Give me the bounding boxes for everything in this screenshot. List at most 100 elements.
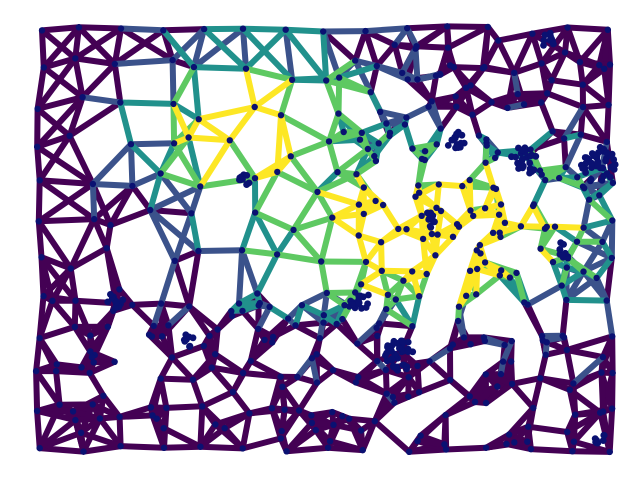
graph-node <box>495 211 503 218</box>
graph-edge <box>405 358 433 381</box>
graph-node <box>599 408 607 415</box>
graph-edge <box>247 357 284 380</box>
graph-node <box>579 103 587 111</box>
graph-node <box>574 174 581 181</box>
graph-node <box>308 412 315 419</box>
graph-edge <box>391 25 411 48</box>
graph-edge <box>292 302 305 329</box>
graph-node <box>112 304 119 312</box>
graph-node <box>384 291 392 298</box>
graph-edge <box>426 358 454 383</box>
graph-node <box>537 245 544 252</box>
graph-node <box>463 292 470 299</box>
graph-node <box>91 215 98 223</box>
graph-node <box>538 171 545 178</box>
graph-node <box>89 401 96 408</box>
graph-edge <box>129 182 154 213</box>
graph-node <box>195 116 202 123</box>
graph-edge <box>334 146 371 176</box>
graph-node <box>561 49 569 56</box>
graph-node <box>596 61 603 69</box>
graph-edge <box>195 247 246 254</box>
graph-node <box>279 383 286 390</box>
graph-edge <box>266 303 292 322</box>
graph-edge <box>548 77 586 88</box>
graph-node <box>247 357 254 365</box>
graph-node <box>421 148 429 155</box>
graph-node <box>269 333 277 341</box>
graph-edge <box>442 399 478 419</box>
graph-node <box>113 298 120 306</box>
graph-edge <box>36 417 79 452</box>
graph-node <box>453 103 460 110</box>
graph-edge <box>336 63 380 81</box>
graph-node <box>374 357 381 365</box>
graph-node <box>573 238 581 245</box>
graph-edge <box>170 100 192 141</box>
graph-edge <box>39 27 47 71</box>
graph-edge <box>111 25 124 67</box>
graph-node <box>188 210 195 217</box>
graph-node <box>197 183 204 190</box>
graph-edge <box>598 369 607 415</box>
graph-node <box>375 140 382 147</box>
graph-node <box>471 398 479 406</box>
graph-node <box>200 342 207 350</box>
graph-node <box>129 182 136 190</box>
graph-node <box>295 407 303 414</box>
graph-edge <box>185 116 202 141</box>
graph-edge <box>157 354 176 382</box>
graph-node <box>127 141 135 148</box>
graph-edge <box>274 251 325 265</box>
graph-node <box>406 448 413 455</box>
graph-edge <box>352 28 369 64</box>
graph-edge <box>157 170 195 217</box>
graph-node <box>243 181 251 189</box>
graph-edge <box>563 347 606 361</box>
graph-node <box>489 229 497 236</box>
graph-edge <box>445 24 491 51</box>
graph-edge <box>243 26 289 72</box>
graph-edge <box>128 141 164 177</box>
graph-node <box>32 367 40 375</box>
graph-node <box>520 101 528 108</box>
graph-node <box>563 296 570 304</box>
graph-node <box>414 76 421 83</box>
graph-edge <box>320 302 348 319</box>
graph-node <box>292 322 299 329</box>
graph-edge <box>35 218 74 272</box>
graph-node <box>501 341 508 349</box>
graph-edge <box>100 392 123 420</box>
graph-edge <box>511 60 545 76</box>
graph-edge <box>580 196 593 231</box>
graph-edge <box>414 76 435 105</box>
graph-edge <box>66 132 96 187</box>
graph-node <box>544 90 551 97</box>
graph-node <box>580 224 587 231</box>
graph-node <box>454 144 462 152</box>
graph-edge <box>482 371 516 387</box>
graph-edge <box>495 37 518 76</box>
graph-node <box>168 354 176 361</box>
graph-node <box>467 341 474 348</box>
graph-node <box>441 441 448 448</box>
graph-node <box>543 223 550 230</box>
graph-node <box>333 320 340 328</box>
graph-edge <box>527 446 576 455</box>
graph-edge <box>329 214 362 239</box>
graph-node <box>560 241 567 248</box>
graph-edge <box>416 189 425 219</box>
graph-node <box>482 159 489 166</box>
graph-node <box>437 207 445 215</box>
graph-edge <box>524 301 546 339</box>
graph-edge <box>150 300 165 329</box>
graph-node <box>606 173 614 181</box>
graph-node <box>340 128 347 136</box>
graph-node <box>511 69 518 77</box>
graph-node <box>320 319 327 326</box>
graph-node <box>572 411 579 418</box>
graph-edge <box>226 104 258 144</box>
graph-node <box>569 448 576 455</box>
graph-node <box>549 258 557 266</box>
graph-node <box>77 429 85 436</box>
